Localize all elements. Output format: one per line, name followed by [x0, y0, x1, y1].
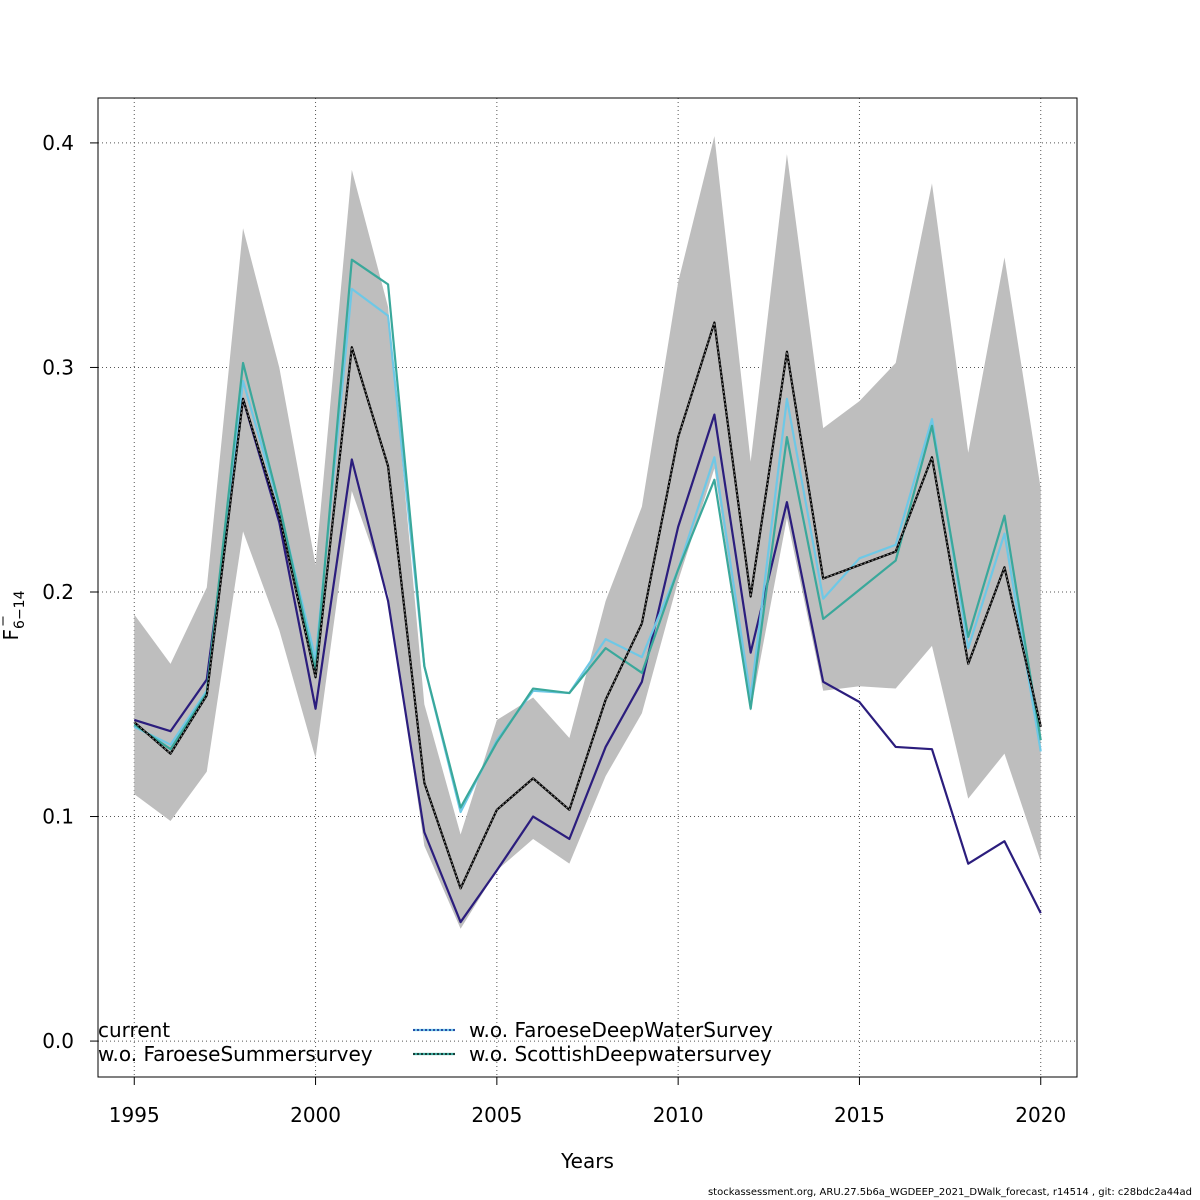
legend-label-1: w.o. FaroeseSummersurvey [98, 1042, 373, 1066]
x-tick-label: 1995 [109, 1103, 160, 1127]
plot-border [97, 97, 1078, 1078]
x-tick-label: 2020 [1015, 1103, 1066, 1127]
series-line-3 [133, 258, 1042, 809]
confidence-band-area [134, 136, 1041, 929]
x-tick-label: 2015 [834, 1103, 885, 1127]
legend-label-0: current [98, 1018, 170, 1042]
legend-label-3: w.o. ScottishDeepwatersurvey [469, 1042, 772, 1066]
y-tick-label: 0.0 [42, 1029, 74, 1053]
y-tick-label: 0.2 [42, 580, 74, 604]
y-tick-label: 0.1 [42, 805, 74, 829]
x-axis-title: Years [560, 1149, 614, 1173]
series-lines [133, 258, 1042, 924]
x-tick-label: 2005 [471, 1103, 522, 1127]
legend-label-2: w.o. FaroeseDeepWaterSurvey [469, 1018, 773, 1042]
series-line-1 [133, 397, 1042, 924]
y-axis: 0.0 0.1 0.2 0.3 0.4 [42, 131, 98, 1053]
y-axis-title-base: F [0, 629, 23, 641]
series-line-current-dots [133, 322, 1042, 890]
confidence-band [134, 136, 1041, 929]
x-tick-label: 2010 [653, 1103, 704, 1127]
footer-credit: stockassessment.org, ARU.27.5b6a_WGDEEP_… [707, 1187, 1192, 1198]
y-axis-title: F6−14 [0, 590, 28, 640]
y-tick-label: 0.4 [42, 131, 74, 155]
y-axis-title-subscript: 6−14 [12, 590, 28, 629]
svg-text:F6−14: F6−14 [0, 590, 28, 640]
x-tick-label: 2000 [290, 1103, 341, 1127]
x-axis: 1995 2000 2005 2010 2015 2020 [109, 1077, 1066, 1127]
y-tick-label: 0.3 [42, 355, 74, 379]
